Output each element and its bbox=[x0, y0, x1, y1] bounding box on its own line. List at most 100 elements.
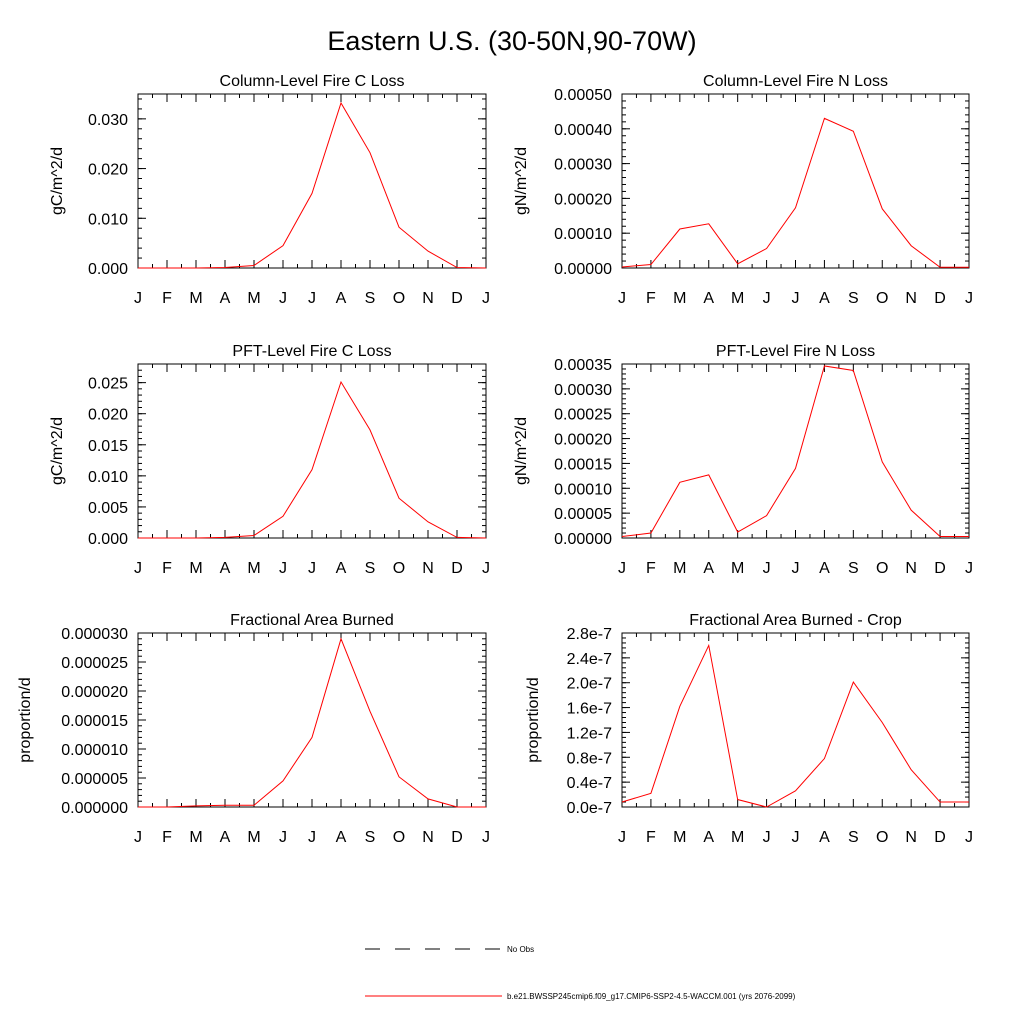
x-tick-label: J bbox=[308, 290, 316, 307]
x-tick-label: A bbox=[220, 829, 231, 846]
x-tick-label: A bbox=[703, 560, 714, 577]
y-tick-label: 0.015 bbox=[88, 438, 128, 455]
x-tick-label: N bbox=[905, 560, 917, 577]
y-tick-label: 0.000025 bbox=[61, 655, 128, 672]
y-tick-label: 2.4e-7 bbox=[567, 651, 612, 668]
y-tick-label: 0.00025 bbox=[554, 407, 612, 424]
x-tick-label: J bbox=[965, 560, 973, 577]
x-tick-label: N bbox=[422, 290, 434, 307]
x-tick-label: J bbox=[482, 290, 490, 307]
x-tick-label: M bbox=[247, 290, 260, 307]
y-tick-label: 0.00020 bbox=[554, 191, 612, 208]
x-tick-label: J bbox=[279, 560, 287, 577]
x-tick-label: J bbox=[618, 560, 626, 577]
x-tick-label: D bbox=[451, 829, 463, 846]
y-axis-label: gC/m^2/d bbox=[49, 417, 66, 485]
y-tick-label: 0.00010 bbox=[554, 481, 612, 498]
y-tick-label: 0.00010 bbox=[554, 226, 612, 243]
y-tick-label: 1.2e-7 bbox=[567, 725, 612, 742]
x-tick-label: J bbox=[308, 829, 316, 846]
x-tick-label: J bbox=[792, 290, 800, 307]
x-tick-label: M bbox=[189, 829, 202, 846]
x-tick-label: J bbox=[482, 560, 490, 577]
y-tick-label: 0.00020 bbox=[554, 432, 612, 449]
plot-frame bbox=[621, 93, 970, 269]
y-tick-label: 0.0e-7 bbox=[567, 800, 612, 817]
y-tick-label: 0.005 bbox=[88, 500, 128, 517]
x-tick-label: J bbox=[279, 829, 287, 846]
x-tick-label: M bbox=[731, 829, 744, 846]
x-tick-label: J bbox=[134, 829, 142, 846]
x-tick-label: M bbox=[247, 829, 260, 846]
y-tick-label: 0.020 bbox=[88, 407, 128, 424]
y-tick-label: 0.00030 bbox=[554, 157, 612, 174]
x-tick-label: S bbox=[365, 560, 376, 577]
y-tick-label: 2.0e-7 bbox=[567, 676, 612, 693]
legend-label-no-obs: No Obs bbox=[507, 945, 534, 954]
x-tick-label: M bbox=[731, 290, 744, 307]
y-tick-label: 0.00000 bbox=[554, 261, 612, 278]
x-tick-label: J bbox=[763, 560, 771, 577]
x-tick-label: M bbox=[189, 290, 202, 307]
x-tick-label: O bbox=[393, 560, 405, 577]
x-tick-label: J bbox=[763, 290, 771, 307]
x-tick-label: J bbox=[965, 290, 973, 307]
series-line bbox=[138, 101, 487, 269]
x-tick-label: F bbox=[162, 560, 172, 577]
y-tick-label: 0.00035 bbox=[554, 357, 612, 374]
y-tick-label: 0.00040 bbox=[554, 122, 612, 139]
x-tick-label: J bbox=[792, 560, 800, 577]
x-tick-label: J bbox=[308, 560, 316, 577]
x-tick-label: J bbox=[618, 829, 626, 846]
y-tick-label: 0.000005 bbox=[61, 771, 128, 788]
x-tick-label: F bbox=[646, 829, 656, 846]
x-tick-label: F bbox=[162, 290, 172, 307]
chart-title: Fractional Area Burned bbox=[230, 612, 394, 629]
x-tick-label: J bbox=[792, 829, 800, 846]
x-tick-label: D bbox=[934, 829, 946, 846]
y-tick-label: 0.000000 bbox=[61, 800, 128, 817]
y-tick-label: 2.8e-7 bbox=[567, 626, 612, 643]
y-tick-label: 0.000 bbox=[88, 261, 128, 278]
y-tick-label: 0.030 bbox=[88, 112, 128, 129]
x-tick-label: O bbox=[876, 829, 888, 846]
x-tick-label: N bbox=[905, 829, 917, 846]
y-axis-label: gN/m^2/d bbox=[513, 147, 530, 215]
x-tick-label: A bbox=[336, 290, 347, 307]
chart-title: PFT-Level Fire C Loss bbox=[232, 343, 391, 360]
series-line bbox=[138, 637, 486, 808]
x-tick-label: J bbox=[134, 290, 142, 307]
x-tick-label: N bbox=[422, 829, 434, 846]
y-tick-label: 0.000030 bbox=[61, 626, 128, 643]
y-tick-label: 0.4e-7 bbox=[567, 775, 612, 792]
x-tick-label: S bbox=[848, 829, 859, 846]
plot-frame bbox=[137, 363, 487, 539]
chart-title: Column-Level Fire N Loss bbox=[703, 73, 888, 90]
y-tick-label: 0.000015 bbox=[61, 713, 128, 730]
x-tick-label: A bbox=[819, 290, 830, 307]
x-tick-label: S bbox=[848, 290, 859, 307]
y-axis-label: gC/m^2/d bbox=[49, 147, 66, 215]
chart-title: Fractional Area Burned - Crop bbox=[689, 612, 902, 629]
x-tick-label: M bbox=[673, 560, 686, 577]
x-tick-label: F bbox=[162, 829, 172, 846]
x-tick-label: M bbox=[673, 829, 686, 846]
x-tick-label: O bbox=[876, 290, 888, 307]
series-line bbox=[621, 643, 969, 808]
y-tick-label: 0.010 bbox=[88, 469, 128, 486]
y-tick-label: 0.00000 bbox=[554, 531, 612, 548]
x-tick-label: N bbox=[422, 560, 434, 577]
y-tick-label: 0.000010 bbox=[61, 742, 128, 759]
y-axis-label: proportion/d bbox=[525, 677, 542, 762]
series-line bbox=[138, 380, 487, 539]
plot-frame bbox=[137, 632, 487, 808]
x-tick-label: A bbox=[819, 829, 830, 846]
y-tick-label: 0.00005 bbox=[554, 506, 612, 523]
x-tick-label: N bbox=[905, 290, 917, 307]
x-tick-label: O bbox=[393, 290, 405, 307]
chart-title: PFT-Level Fire N Loss bbox=[716, 343, 875, 360]
x-tick-label: A bbox=[703, 290, 714, 307]
